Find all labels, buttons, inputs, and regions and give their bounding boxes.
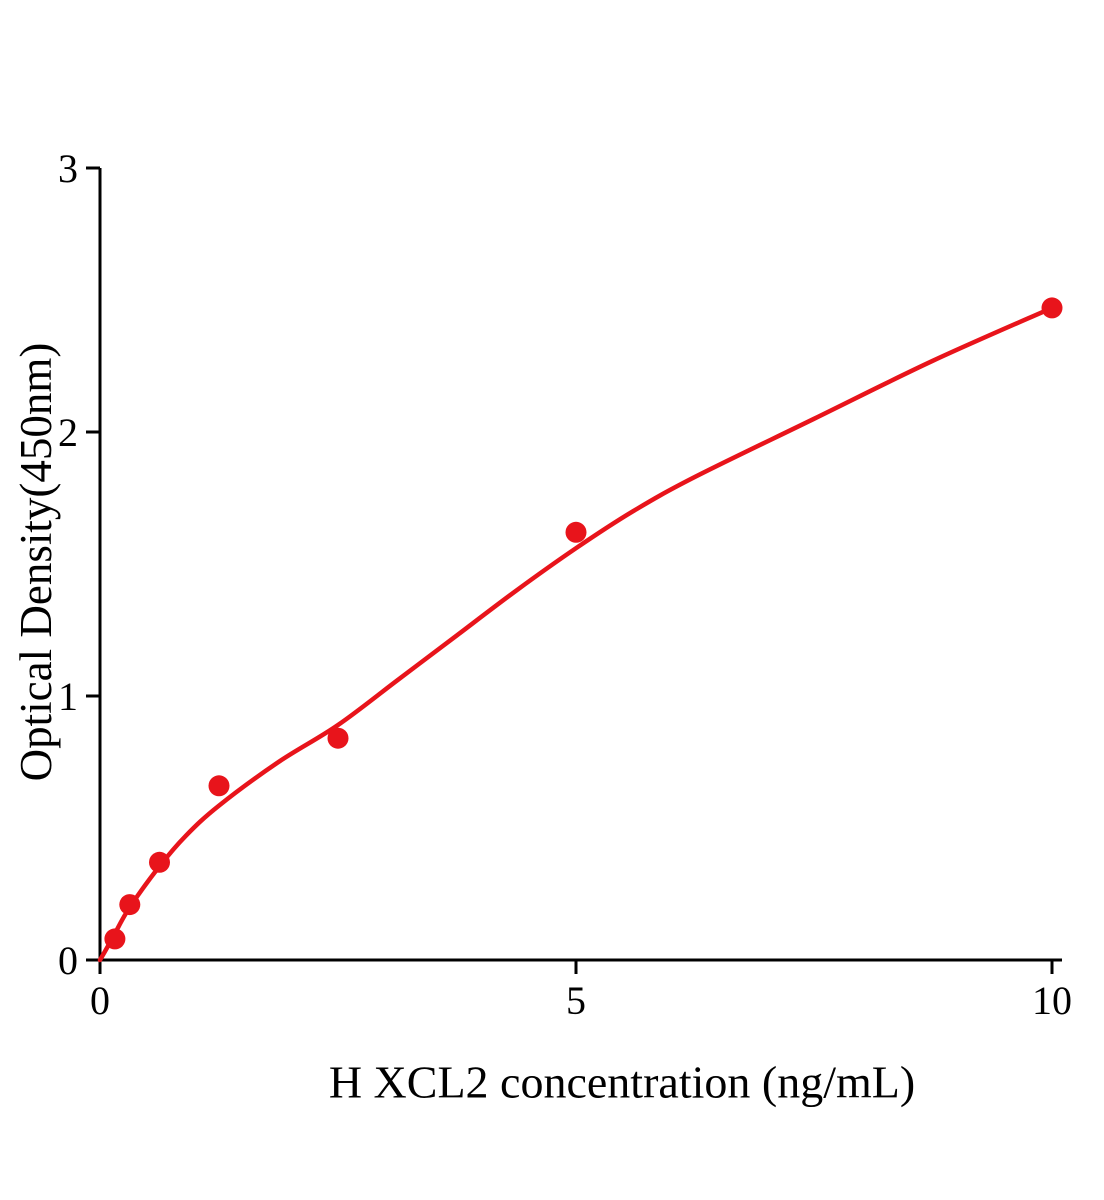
y-tick-label: 0: [58, 938, 78, 983]
y-axis-title: Optical Density(450nm): [11, 342, 61, 782]
data-point: [565, 521, 587, 543]
x-axis-title: H XCL2 concentration (ng/mL): [328, 1056, 916, 1108]
data-point: [119, 894, 141, 916]
y-tick-label: 3: [58, 146, 78, 191]
data-point: [104, 928, 126, 950]
axes: [98, 168, 1062, 962]
data-point: [149, 851, 170, 873]
x-tick-label: 0: [90, 978, 110, 1023]
data-point: [208, 775, 230, 797]
fit-curve: [97, 305, 1055, 963]
y-tick-label: 1: [58, 674, 78, 719]
data-point: [1041, 297, 1063, 319]
data-point: [327, 727, 349, 749]
x-tick-label: 10: [1032, 978, 1072, 1023]
x-tick-label: 5: [566, 978, 586, 1023]
y-tick-label: 2: [58, 410, 78, 455]
